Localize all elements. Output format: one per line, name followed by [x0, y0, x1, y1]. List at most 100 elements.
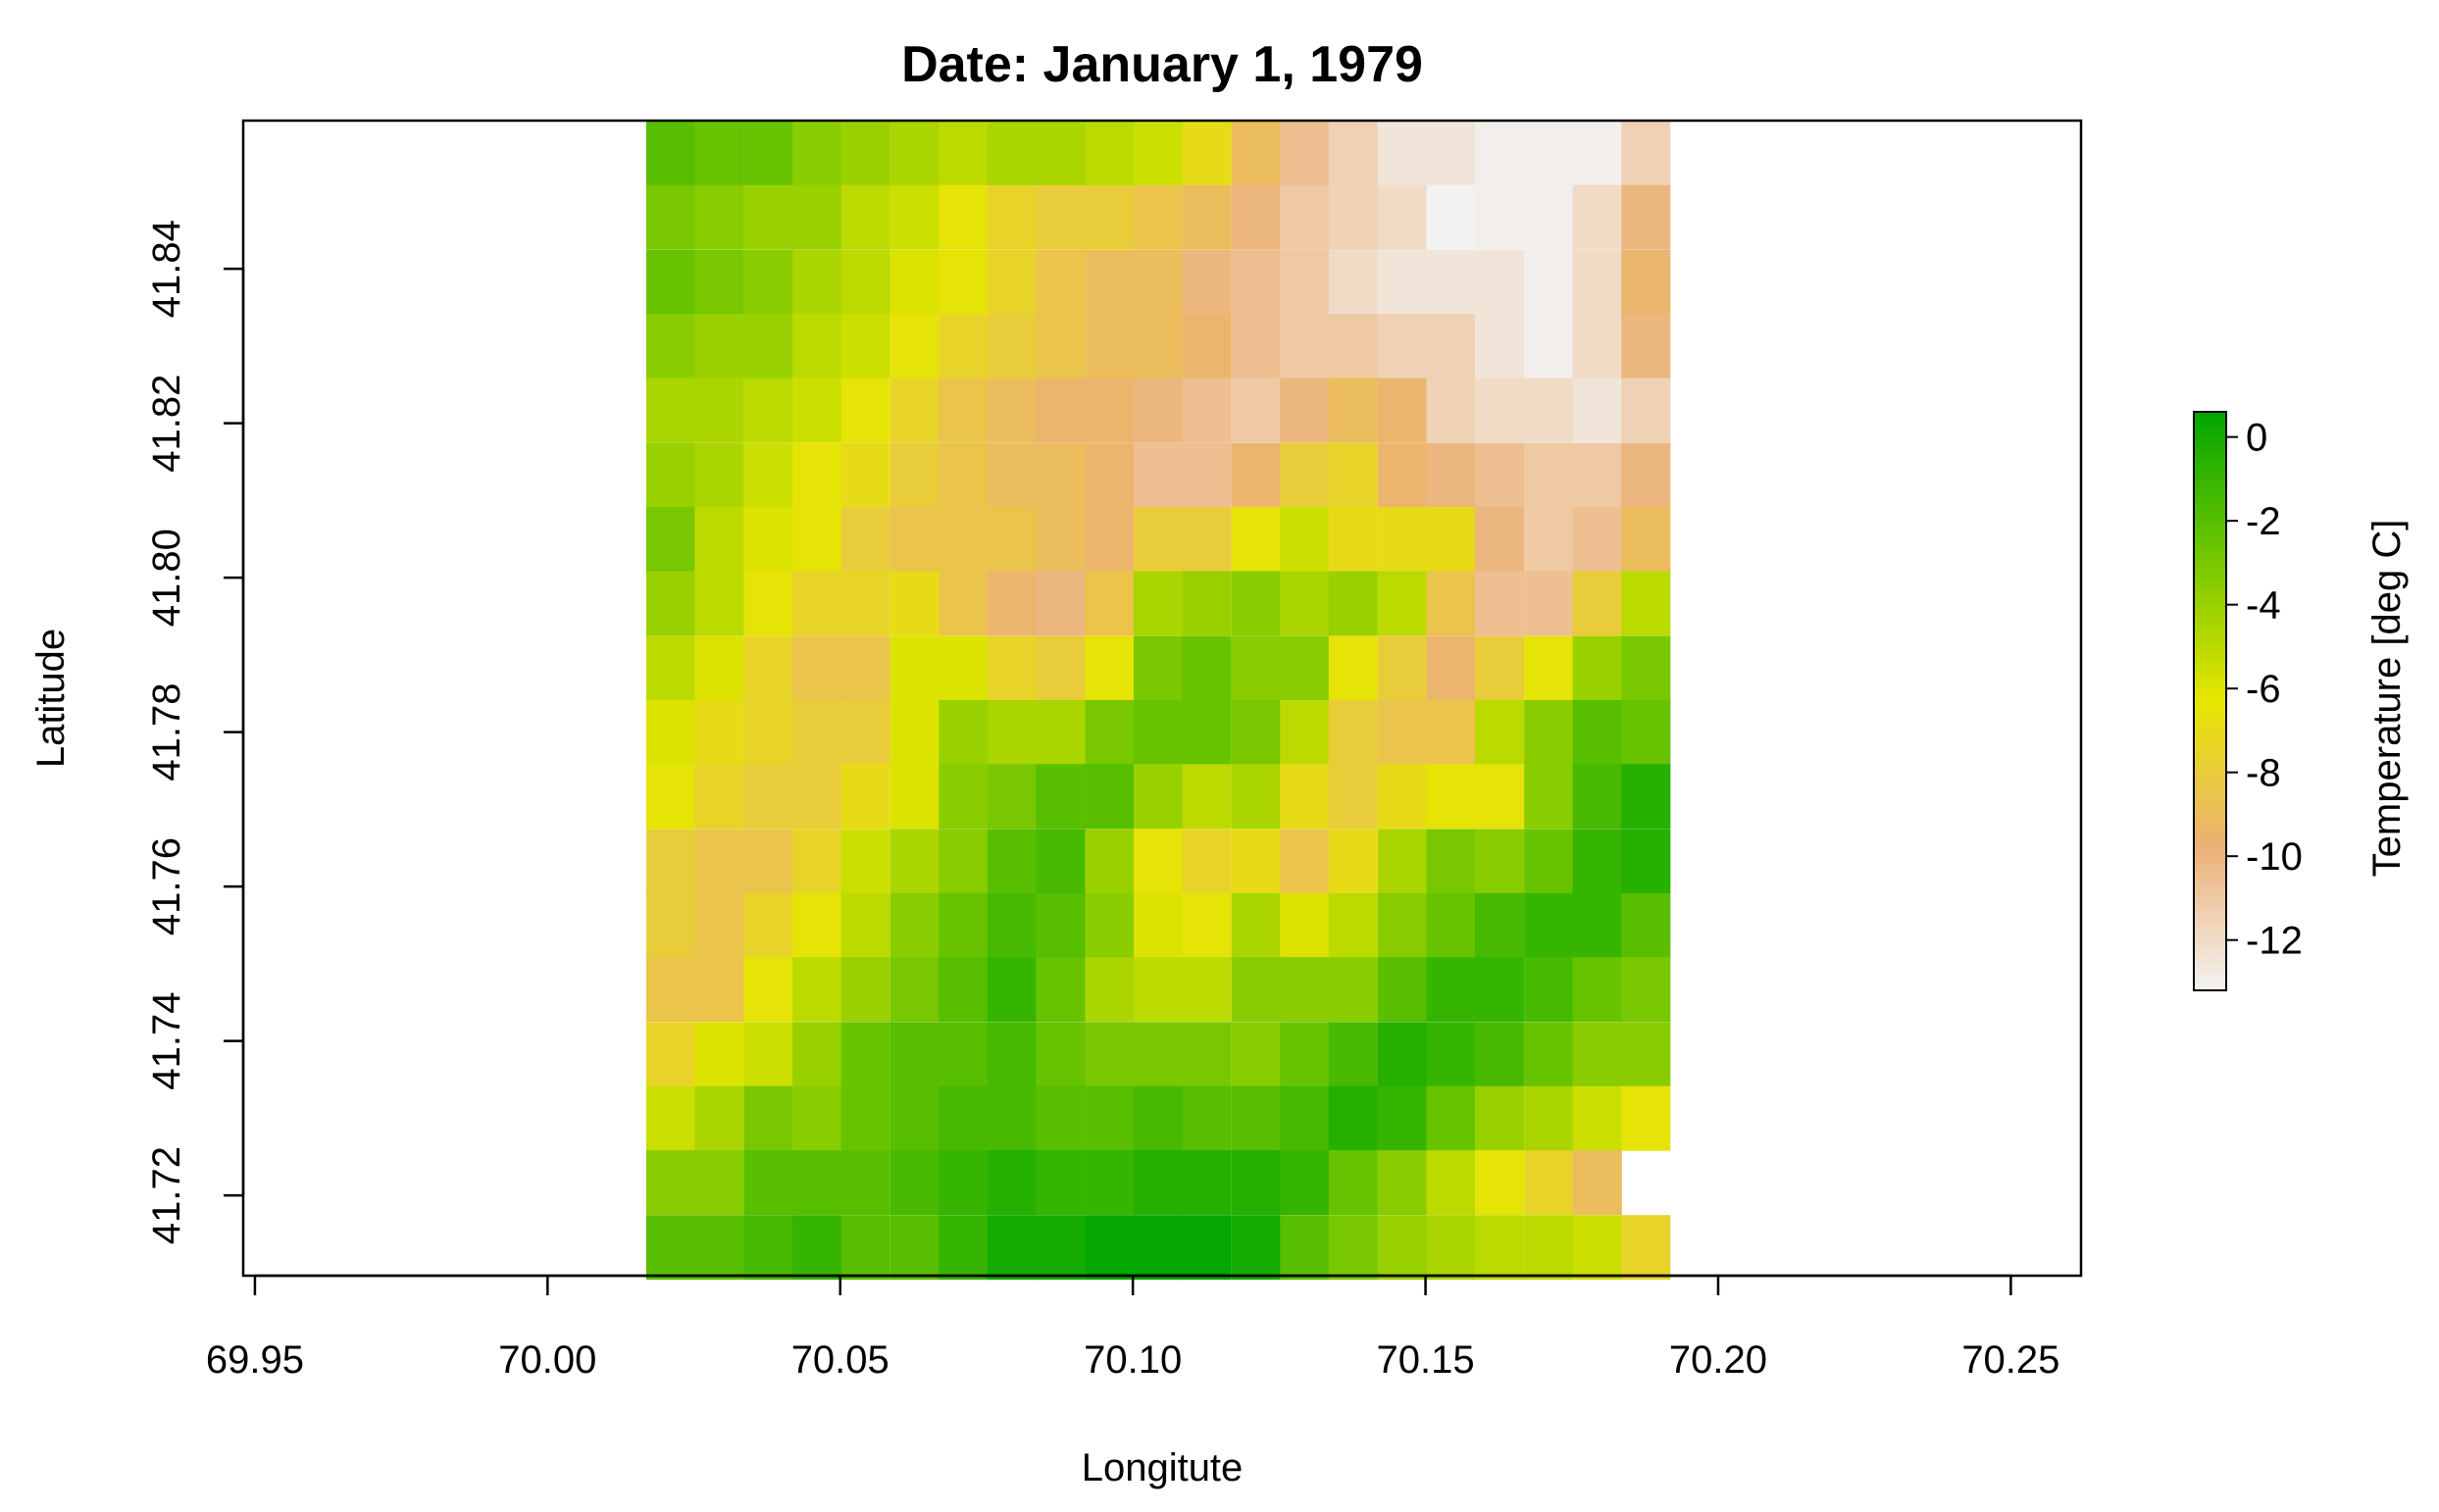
heatmap-cell	[1280, 892, 1330, 958]
heatmap-cell	[1572, 1215, 1622, 1281]
heatmap-cell	[1475, 571, 1525, 636]
heatmap-cell	[1524, 184, 1574, 250]
heatmap-cell	[1231, 829, 1281, 894]
heatmap-cell	[840, 507, 890, 573]
heatmap-cell	[1134, 1085, 1184, 1151]
heatmap-cell	[645, 378, 696, 443]
heatmap-cell	[694, 121, 744, 186]
heatmap-cell	[1036, 1085, 1086, 1151]
heatmap-cell	[1475, 635, 1525, 701]
heatmap-cell	[1475, 507, 1525, 573]
heatmap-cell	[1280, 1150, 1330, 1215]
heatmap-cell	[1134, 507, 1184, 573]
heatmap-cell	[1426, 571, 1476, 636]
heatmap-cell	[792, 121, 842, 186]
heatmap-cell	[1328, 442, 1378, 508]
colorbar: 0 -2 -4 -6 -8 -10 -12	[2193, 411, 2303, 991]
heatmap-cell	[987, 1085, 1037, 1151]
heatmap-cell	[939, 1085, 989, 1151]
heatmap-cell	[1524, 1215, 1574, 1281]
heatmap-cell	[743, 635, 793, 701]
heatmap-cell	[694, 442, 744, 508]
heatmap-cell	[792, 507, 842, 573]
heatmap-cell	[939, 957, 989, 1023]
heatmap-cell	[645, 957, 696, 1023]
heatmap-cell	[939, 635, 989, 701]
heatmap-cell	[889, 121, 940, 186]
heatmap-cell	[792, 1022, 842, 1087]
heatmap-cell	[1621, 571, 1671, 636]
heatmap-cell	[1524, 571, 1574, 636]
heatmap-cell	[1377, 892, 1428, 958]
heatmap-cell	[840, 249, 890, 315]
heatmap-cell	[939, 184, 989, 250]
heatmap-cell	[1231, 121, 1281, 186]
heatmap-cell	[840, 829, 890, 894]
heatmap-cell	[743, 314, 793, 379]
heatmap-cell	[1036, 1215, 1086, 1281]
heatmap-cell	[1426, 184, 1476, 250]
heatmap-cell	[1572, 1085, 1622, 1151]
heatmap-cell	[1377, 314, 1428, 379]
heatmap-cell	[1036, 764, 1086, 830]
heatmap-cell	[1182, 378, 1232, 443]
heatmap-cell	[1621, 1085, 1671, 1151]
heatmap-cell	[1621, 764, 1671, 830]
heatmap-cell	[1621, 378, 1671, 443]
heatmap-cell	[1524, 1085, 1574, 1151]
heatmap-cell	[1426, 442, 1476, 508]
heatmap-cell	[792, 571, 842, 636]
heatmap-cell	[1280, 378, 1330, 443]
heatmap-cell	[1524, 699, 1574, 765]
heatmap-cell	[1328, 1150, 1378, 1215]
heatmap-cell	[1134, 1150, 1184, 1215]
heatmap-cell	[939, 314, 989, 379]
heatmap-cell	[1621, 957, 1671, 1023]
heatmap-cell	[1572, 121, 1622, 186]
heatmap-cell	[1036, 1022, 1086, 1087]
heatmap-cell	[694, 378, 744, 443]
heatmap-cell	[1085, 635, 1135, 701]
heatmap-cell	[1377, 957, 1428, 1023]
heatmap-cell	[1182, 571, 1232, 636]
heatmap-cell	[939, 378, 989, 443]
heatmap-cell	[1524, 314, 1574, 379]
heatmap-cell	[1036, 249, 1086, 315]
heatmap-cell	[1182, 892, 1232, 958]
colorbar-tick-label: -4	[2246, 584, 2281, 628]
heatmap-cell	[1328, 1215, 1378, 1281]
heatmap-cell	[1182, 121, 1232, 186]
heatmap-cell	[1426, 507, 1476, 573]
x-tick-label: 70.25	[1961, 1338, 2059, 1382]
heatmap-cell	[1426, 249, 1476, 315]
heatmap-cell	[889, 571, 940, 636]
heatmap-cell	[694, 507, 744, 573]
heatmap-cell	[889, 764, 940, 830]
heatmap-cell	[1134, 442, 1184, 508]
colorbar-tick-label: -10	[2246, 835, 2303, 879]
heatmap-cell	[645, 121, 696, 186]
heatmap-cell	[743, 378, 793, 443]
heatmap-cell	[1182, 442, 1232, 508]
heatmap-cell	[1280, 184, 1330, 250]
heatmap-cell	[840, 1150, 890, 1215]
y-tick-label: 41.78	[145, 683, 188, 781]
heatmap-cell	[1280, 1085, 1330, 1151]
heatmap-cell	[645, 571, 696, 636]
heatmap-cell	[939, 829, 989, 894]
heatmap-cell	[792, 378, 842, 443]
heatmap-cell	[1134, 184, 1184, 250]
heatmap-cell	[889, 442, 940, 508]
heatmap-cell	[1036, 314, 1086, 379]
heatmap-cell	[1280, 635, 1330, 701]
heatmap-cell	[889, 507, 940, 573]
y-tick-label: 41.84	[145, 220, 188, 318]
heatmap-cell	[939, 249, 989, 315]
heatmap-cell	[1475, 699, 1525, 765]
heatmap-cell	[840, 957, 890, 1023]
heatmap-cell	[1134, 699, 1184, 765]
heatmap-cell	[694, 635, 744, 701]
heatmap-cell	[987, 249, 1037, 315]
heatmap-cell	[1036, 829, 1086, 894]
heatmap-cell	[889, 378, 940, 443]
